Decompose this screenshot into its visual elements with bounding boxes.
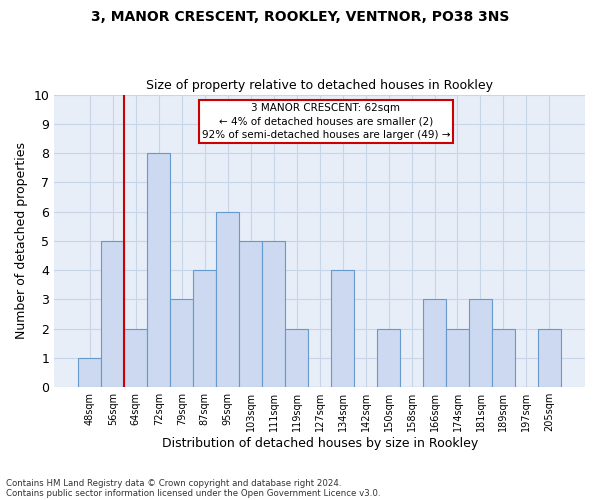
Text: Contains HM Land Registry data © Crown copyright and database right 2024.: Contains HM Land Registry data © Crown c…: [6, 478, 341, 488]
Bar: [148, 153, 170, 387]
X-axis label: Distribution of detached houses by size in Rookley: Distribution of detached houses by size …: [161, 437, 478, 450]
Title: Size of property relative to detached houses in Rookley: Size of property relative to detached ho…: [146, 79, 493, 92]
Bar: [423, 300, 446, 387]
Text: 3 MANOR CRESCENT: 62sqm
← 4% of detached houses are smaller (2)
92% of semi-deta: 3 MANOR CRESCENT: 62sqm ← 4% of detached…: [202, 104, 450, 140]
Bar: [492, 328, 515, 387]
Y-axis label: Number of detached properties: Number of detached properties: [15, 142, 28, 340]
Text: Contains public sector information licensed under the Open Government Licence v3: Contains public sector information licen…: [6, 488, 380, 498]
Bar: [124, 328, 148, 387]
Text: 3, MANOR CRESCENT, ROOKLEY, VENTNOR, PO38 3NS: 3, MANOR CRESCENT, ROOKLEY, VENTNOR, PO3…: [91, 10, 509, 24]
Bar: [331, 270, 354, 387]
Bar: [101, 241, 124, 387]
Bar: [469, 300, 492, 387]
Bar: [262, 241, 285, 387]
Bar: [170, 300, 193, 387]
Bar: [216, 212, 239, 387]
Bar: [377, 328, 400, 387]
Bar: [446, 328, 469, 387]
Bar: [239, 241, 262, 387]
Bar: [285, 328, 308, 387]
Bar: [193, 270, 216, 387]
Bar: [79, 358, 101, 387]
Bar: [538, 328, 561, 387]
